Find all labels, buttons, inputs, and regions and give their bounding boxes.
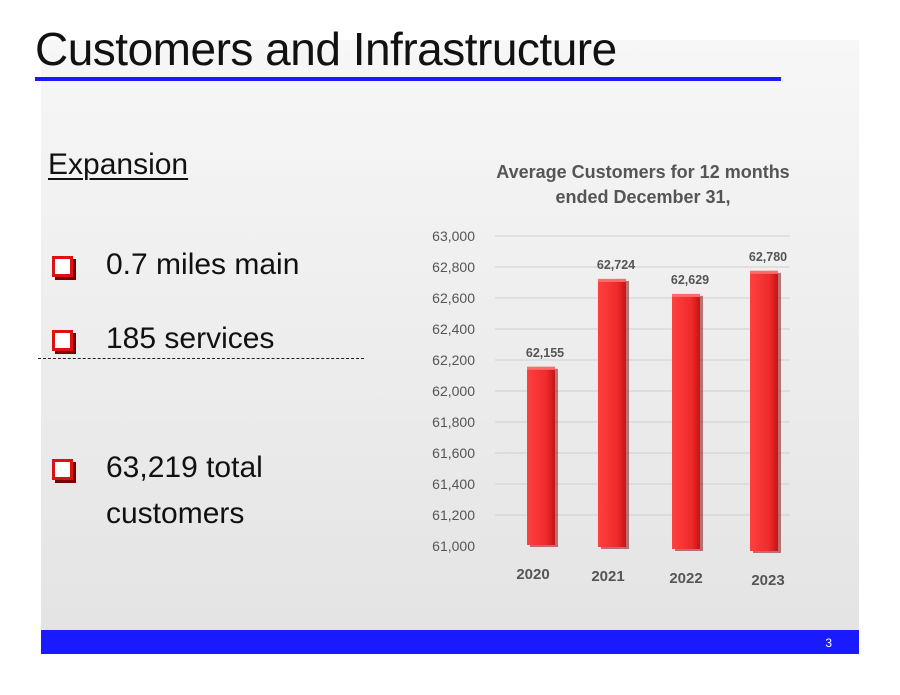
data-label: 62,629 [671, 273, 709, 287]
bar-cap [750, 270, 778, 274]
bar-cap [598, 278, 626, 282]
slide-title: Customers and Infrastructure [35, 23, 617, 75]
checkbox-bullet-icon [52, 330, 73, 351]
bullet-text-line1: 63,219 total [106, 451, 263, 484]
chart-title: Average Customers for 12 months ended De… [463, 160, 823, 210]
y-tick-label: 62,600 [432, 290, 475, 306]
chart-title-line2: ended December 31, [555, 187, 731, 207]
checkbox-bullet-icon [52, 256, 73, 277]
y-tick-label: 62,200 [432, 352, 475, 368]
y-tick-label: 62,000 [432, 383, 475, 399]
x-tick-label: 2022 [669, 570, 702, 587]
x-tick-label: 2020 [516, 566, 549, 583]
bullet-text-line2: customers [106, 497, 245, 530]
bar-cap [672, 293, 700, 297]
x-tick-label: 2023 [751, 572, 784, 589]
data-label: 62,724 [597, 258, 635, 272]
page-number: 3 [825, 636, 832, 650]
bullet-text: 185 services [106, 322, 275, 355]
y-tick-label: 63,000 [432, 228, 475, 244]
x-tick-label: 2021 [591, 568, 624, 585]
y-tick-label: 62,400 [432, 321, 475, 337]
checkbox-bullet-icon [52, 459, 73, 480]
footer-bar [41, 630, 859, 654]
chart-title-line1: Average Customers for 12 months [496, 162, 790, 182]
bar-2023 [750, 270, 778, 551]
y-tick-label: 61,400 [432, 476, 475, 492]
bar-2022 [672, 293, 700, 549]
bar-cap [527, 366, 555, 370]
bar-2021 [598, 278, 626, 547]
y-tick-label: 61,800 [432, 414, 475, 430]
data-label: 62,780 [749, 250, 787, 264]
bullet-text: 0.7 miles main [106, 248, 300, 281]
y-tick-label: 62,800 [432, 259, 475, 275]
bar-2020 [527, 366, 555, 545]
y-tick-label: 61,200 [432, 507, 475, 523]
dashed-divider [38, 358, 364, 359]
y-tick-label: 61,000 [432, 538, 475, 554]
section-heading: Expansion [48, 148, 189, 181]
title-underline [35, 77, 781, 81]
data-label: 62,155 [526, 346, 564, 360]
slide-background [41, 40, 859, 654]
y-tick-label: 61,600 [432, 445, 475, 461]
